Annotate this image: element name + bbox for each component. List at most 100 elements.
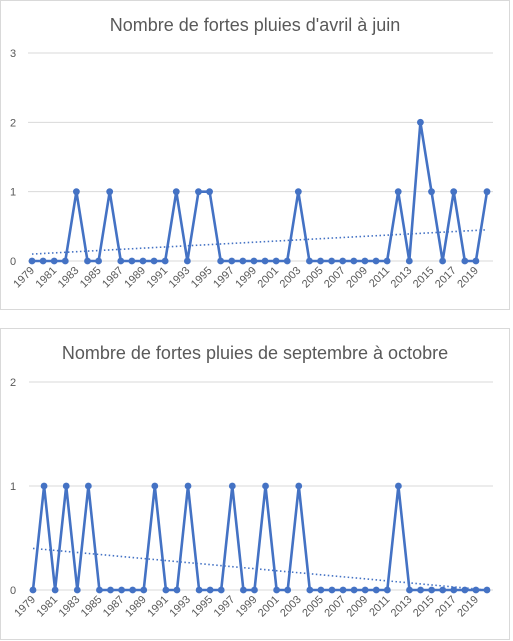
data-point [273,586,281,594]
x-tick-label: 2007 [322,265,348,291]
data-point [217,257,225,265]
x-tick-label: 2019 [455,265,481,291]
trendline [32,547,488,591]
x-tick-label: 1999 [233,265,259,291]
y-tick-label: 1 [10,187,16,199]
y-tick-label: 2 [10,377,16,389]
data-point [472,586,480,594]
data-point [62,482,70,490]
data-point [151,482,159,490]
x-tick-label: 1991 [145,594,171,620]
data-point [150,257,158,265]
data-point [272,257,280,265]
data-point [228,482,236,490]
x-tick-label: 1993 [167,594,193,620]
data-point [51,586,59,594]
x-tick-label: 1995 [189,265,215,291]
x-tick-label: 2015 [411,594,437,620]
data-point [328,257,336,265]
data-point [417,118,424,126]
x-tick-label: 1997 [212,594,238,620]
data-point [29,586,37,594]
y-tick-label: 2 [10,117,16,129]
data-point [206,188,213,196]
data-point [106,188,114,196]
data-point [394,188,402,196]
x-tick-label: 1999 [234,594,260,620]
data-point [228,257,236,265]
data-point [40,482,48,490]
data-point [417,586,424,594]
data-point [383,586,391,594]
data-point [39,257,47,265]
data-point [140,586,148,594]
x-tick-label: 1985 [79,594,105,620]
x-tick-label: 1987 [101,594,127,620]
y-tick-label: 0 [10,256,16,268]
data-point [295,482,303,490]
data-point [61,257,69,265]
x-tick-label: 1979 [12,594,38,620]
chart-panel-spring: Nombre de fortes pluies d'avril à juin 0… [0,0,510,310]
x-tick-label: 2011 [367,265,392,290]
data-point [428,586,436,594]
x-tick-label: 1989 [122,265,148,291]
data-point [306,586,314,594]
x-tick-label: 2017 [433,265,459,291]
y-tick-label: 3 [10,48,16,60]
data-point [217,586,225,594]
x-tick-label: 1983 [56,265,82,291]
data-point [162,586,170,594]
data-point [294,188,302,196]
x-tick-label: 1987 [100,265,126,291]
data-point [317,257,324,265]
data-point [118,586,125,594]
data-point [206,586,214,594]
data-point [184,482,192,490]
x-tick-label: 2003 [278,594,304,620]
x-tick-label: 2005 [300,265,326,291]
data-point [161,257,169,265]
data-point [239,586,247,594]
data-point [439,257,447,265]
data-point [472,257,480,265]
data-point [395,482,402,490]
data-point [84,257,91,265]
x-tick-label: 2011 [367,594,392,619]
x-tick-label: 1995 [189,594,215,620]
data-point [129,586,137,594]
data-point [117,257,125,265]
data-point [350,586,358,594]
x-tick-label: 2015 [411,265,437,291]
data-point [450,586,458,594]
data-point [483,586,491,594]
data-point [406,586,413,594]
chart-panel-autumn: Nombre de fortes pluies de septembre à o… [0,328,510,640]
x-tick-label: 1989 [123,594,149,620]
data-point [173,586,181,594]
chart-title: Nombre de fortes pluies de septembre à o… [61,343,449,363]
y-tick-label: 0 [10,585,16,597]
data-point [350,257,358,265]
x-tick-label: 2019 [455,594,481,620]
data-point [317,586,325,594]
series-line [32,121,489,263]
data-point [195,586,203,594]
data-point [107,586,114,594]
data-point [95,257,102,265]
x-tick-label: 2013 [389,265,415,291]
data-point [372,586,380,594]
data-point [128,257,136,265]
x-tick-label: 2013 [389,594,415,620]
data-point [383,257,391,265]
chart-title: Nombre de fortes pluies d'avril à juin [109,15,401,35]
x-tick-label: 2009 [344,265,370,291]
x-tick-label: 2001 [256,594,282,620]
data-point [405,257,413,265]
chart-plot-spring: 0 1 2 3 197919811983198519871989199119931995… [10,48,493,291]
data-point [139,257,147,265]
data-point [428,188,435,196]
x-tick-label: 1997 [211,265,237,291]
data-point [73,586,81,594]
chart-plot-autumn: 0121979198119831985198719891991199319951… [10,377,493,620]
